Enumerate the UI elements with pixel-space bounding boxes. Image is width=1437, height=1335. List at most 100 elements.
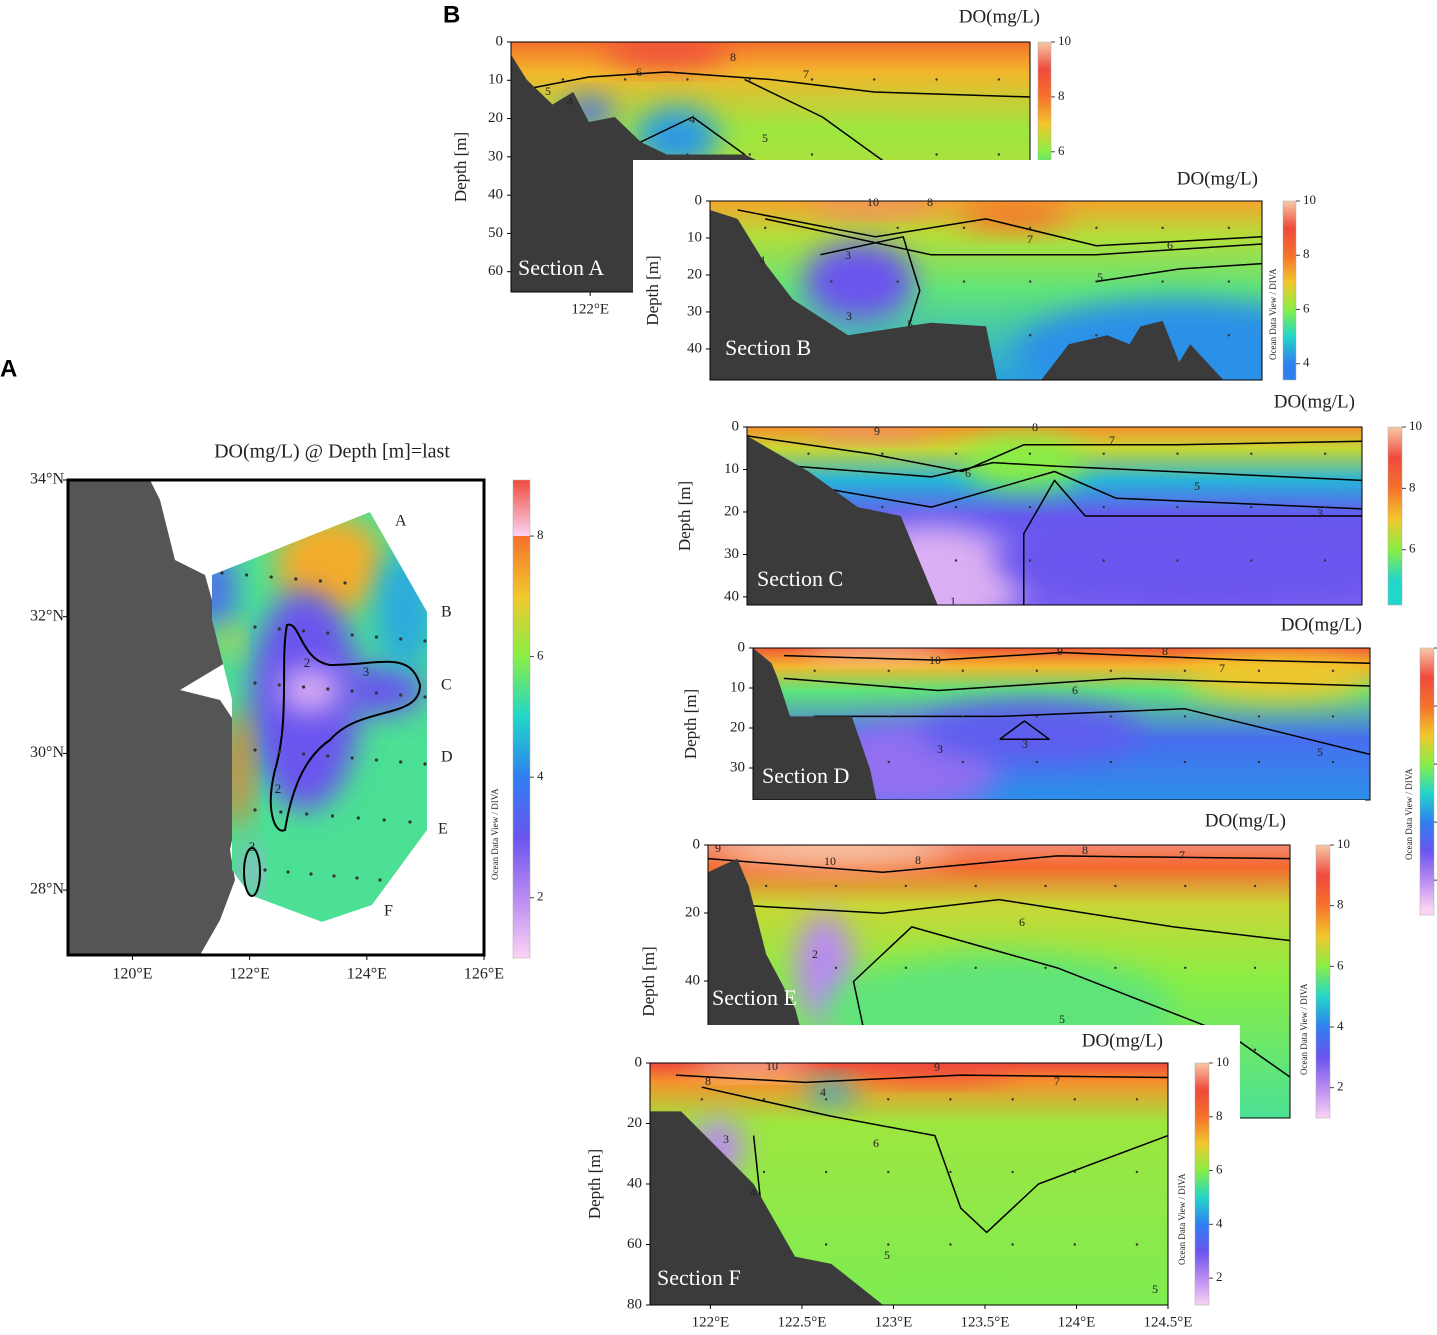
station-dot bbox=[399, 637, 403, 641]
station-dot bbox=[935, 78, 938, 81]
y-tick-label: 20 bbox=[730, 719, 745, 735]
x-tick-label: 123°E bbox=[875, 1314, 913, 1330]
contour-line bbox=[747, 461, 1362, 482]
contour-label: 2 bbox=[275, 781, 282, 796]
station-dot bbox=[1253, 966, 1257, 970]
colorbar bbox=[1282, 200, 1297, 381]
contour-label: 3 bbox=[723, 1132, 729, 1146]
watermark: Ocean Data View / DIVA bbox=[1177, 1173, 1187, 1265]
station-dot bbox=[810, 78, 814, 81]
y-tick-label: 40 bbox=[488, 187, 503, 203]
section-name: Section C bbox=[757, 566, 843, 591]
station-dot bbox=[1257, 669, 1261, 672]
contour-line bbox=[1023, 479, 1362, 605]
station-dot bbox=[318, 579, 322, 583]
field-blob bbox=[962, 435, 1086, 490]
station-dot bbox=[830, 226, 833, 230]
do-field bbox=[747, 427, 1362, 605]
contour-label: 8 bbox=[1082, 843, 1088, 857]
contour-label: 10 bbox=[867, 195, 879, 209]
station-dot bbox=[286, 870, 290, 874]
field-blob bbox=[803, 242, 915, 321]
colorbar-tick-label: 8 bbox=[1058, 88, 1065, 103]
contour-label: 6 bbox=[1072, 683, 1078, 697]
station-dot bbox=[810, 153, 814, 156]
station-dot bbox=[253, 681, 257, 685]
station-dot bbox=[748, 78, 751, 81]
x-tick-label: 124°E bbox=[1058, 1314, 1096, 1330]
station-dot bbox=[1323, 452, 1327, 455]
y-tick-label: 10 bbox=[687, 229, 702, 245]
contour-label: 8 bbox=[1032, 420, 1038, 434]
station-dot bbox=[253, 808, 257, 812]
station-label: A bbox=[395, 513, 407, 530]
y-tick-label: 60 bbox=[627, 1236, 642, 1252]
field-blob bbox=[1184, 655, 1370, 702]
x-tick-label: 122°E bbox=[692, 1314, 730, 1330]
station-dot bbox=[378, 878, 382, 882]
station-dot bbox=[887, 1243, 890, 1246]
station-dot bbox=[873, 153, 876, 156]
station-dot bbox=[423, 762, 427, 766]
contour-label: 6 bbox=[1167, 238, 1173, 252]
y-tick-label: 0 bbox=[693, 836, 701, 852]
colorbar-tick-label: 10 bbox=[1216, 1054, 1229, 1069]
colorbar bbox=[1419, 647, 1435, 916]
watermark: Ocean Data View / DIVA bbox=[1299, 983, 1309, 1075]
station-dot bbox=[997, 78, 1001, 81]
station-dot bbox=[1331, 760, 1335, 764]
station-dot bbox=[1114, 966, 1117, 970]
y-tick-label: 30 bbox=[724, 546, 739, 562]
panel-letter: B bbox=[443, 1, 460, 28]
station-dot bbox=[1331, 669, 1335, 672]
station-dot bbox=[1114, 884, 1117, 888]
station-dot bbox=[961, 715, 964, 718]
contour-line bbox=[737, 898, 1290, 942]
y-axis-label: Depth [m] bbox=[675, 481, 694, 551]
station-dot bbox=[824, 1243, 828, 1246]
x-tick-label: 124°E bbox=[347, 966, 387, 983]
station-dot bbox=[949, 1170, 952, 1174]
y-tick-label: 40 bbox=[685, 972, 700, 988]
colorbar-tick-label: 4 bbox=[1337, 1018, 1344, 1033]
contour-label: 8 bbox=[705, 1074, 711, 1088]
station-dot bbox=[762, 1098, 766, 1101]
y-tick-label: 0 bbox=[635, 1054, 643, 1070]
contour-label: 10 bbox=[824, 854, 836, 868]
y-tick-label: 10 bbox=[730, 679, 745, 695]
contour-line bbox=[1096, 262, 1262, 283]
station-dot bbox=[962, 226, 966, 230]
colorbar bbox=[512, 479, 531, 959]
y-tick-label: 0 bbox=[496, 33, 504, 49]
contour-line bbox=[747, 435, 1362, 473]
station-dot bbox=[561, 78, 565, 81]
station-dot bbox=[764, 226, 767, 230]
y-axis-label: Depth [m] bbox=[639, 946, 658, 1016]
station-dot bbox=[896, 226, 899, 230]
station-dot bbox=[408, 820, 412, 824]
colorbar-tick-label: 8 bbox=[537, 527, 544, 542]
station-dot bbox=[1028, 505, 1032, 509]
station-dot bbox=[1044, 884, 1047, 888]
colorbar-tick-label: 8 bbox=[1409, 479, 1416, 494]
y-tick-label: 50 bbox=[488, 225, 503, 241]
land bbox=[68, 480, 240, 955]
field-blob bbox=[958, 201, 1069, 230]
station-dot bbox=[374, 635, 379, 639]
station-dot bbox=[350, 756, 354, 760]
station-dot bbox=[824, 1098, 828, 1101]
station-dot bbox=[1323, 505, 1327, 509]
y-tick-label: 40 bbox=[687, 340, 702, 356]
colorbar-tick-label: 2 bbox=[537, 889, 544, 904]
contour-label: 5 bbox=[1317, 745, 1323, 759]
station-dot bbox=[253, 748, 257, 752]
station-dot bbox=[904, 884, 908, 888]
station-dot bbox=[686, 78, 689, 81]
station-dot bbox=[873, 78, 876, 81]
contour-label: 5 bbox=[1152, 1282, 1158, 1296]
contour-line bbox=[777, 470, 1362, 510]
station-dot bbox=[330, 814, 335, 818]
section-name: Section D bbox=[762, 763, 849, 788]
contour-label: 7 bbox=[1179, 848, 1185, 862]
station-dot bbox=[949, 1098, 952, 1101]
